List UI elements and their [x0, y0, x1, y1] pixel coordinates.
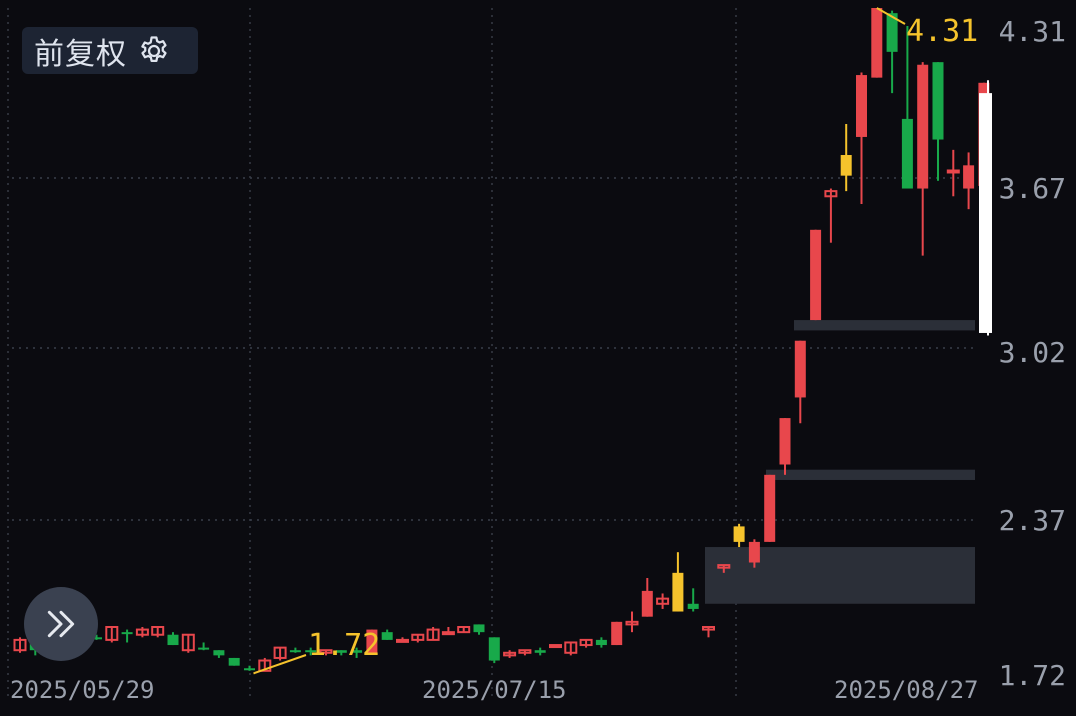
- y-tick-label: 3.02: [998, 336, 1066, 369]
- price-adjustment-label: 前复权: [34, 36, 127, 72]
- candle-body: [810, 229, 822, 321]
- candle-body: [717, 564, 731, 569]
- candle-body: [411, 633, 425, 641]
- candle-body: [733, 526, 745, 542]
- candle-body: [917, 64, 929, 189]
- candle-body: [289, 650, 301, 653]
- candle-body: [518, 649, 532, 654]
- candle-body: [549, 644, 562, 649]
- candle-body: [135, 628, 149, 636]
- candle-body: [611, 621, 623, 646]
- high-annotation: 4.31: [906, 14, 979, 49]
- candle-body: [351, 650, 363, 653]
- candle-body: [258, 659, 272, 672]
- candle-body: [273, 646, 287, 659]
- candle-body: [534, 650, 546, 653]
- candle-body: [932, 62, 944, 140]
- candle-body: [702, 625, 715, 631]
- double-chevron-right-icon: [47, 610, 75, 638]
- candle-body: [91, 637, 102, 640]
- price-adjustment-button[interactable]: 前复权: [22, 27, 198, 74]
- candle-body: [441, 631, 455, 636]
- candle-body: [824, 190, 838, 198]
- candle-body: [457, 625, 471, 634]
- candle-body: [886, 13, 898, 52]
- candle-body: [901, 118, 913, 189]
- low-annotation: 1.72: [308, 628, 381, 663]
- candle-body: [840, 155, 852, 176]
- candle-body: [151, 625, 165, 636]
- candle-body: [335, 650, 347, 653]
- x-tick-label: 2025/07/15: [422, 676, 567, 704]
- candle-body: [625, 620, 639, 626]
- candle-body: [121, 632, 133, 635]
- candle-body: [396, 638, 409, 643]
- candle-body: [871, 8, 883, 78]
- candle-body: [473, 624, 485, 633]
- candle-body: [641, 590, 653, 617]
- high-annotation-line: [876, 7, 906, 25]
- candle-body: [181, 633, 195, 652]
- price-zone-box: [766, 469, 975, 480]
- price-zone-box: [794, 320, 975, 331]
- candle-body: [579, 638, 593, 647]
- range-bar-body: [979, 93, 992, 333]
- candle-body: [319, 649, 333, 654]
- candle-body: [672, 572, 684, 612]
- candle-body: [198, 647, 210, 650]
- y-tick-label: 2.37: [998, 504, 1066, 537]
- candle-body: [105, 625, 119, 641]
- candle-body: [687, 603, 699, 609]
- candle-body: [794, 340, 806, 398]
- candle-body: [244, 668, 255, 671]
- candle-body: [381, 632, 393, 640]
- candle-body: [213, 650, 225, 656]
- candle-body: [305, 650, 317, 653]
- y-tick-label: 3.67: [998, 172, 1066, 205]
- candle-body: [856, 75, 867, 137]
- candle-body: [595, 639, 607, 646]
- y-tick-label: 4.31: [998, 15, 1066, 48]
- candle-body: [748, 541, 760, 563]
- candle-body: [503, 651, 517, 657]
- expand-button[interactable]: [24, 587, 98, 661]
- candle-body: [946, 169, 960, 174]
- candle-body: [564, 641, 578, 654]
- candle-body: [963, 165, 975, 189]
- candle-body: [167, 634, 179, 646]
- price-zone-box: [705, 547, 975, 604]
- candle-body: [366, 629, 378, 653]
- low-annotation-line: [253, 654, 307, 675]
- candle-body: [228, 657, 240, 666]
- candle-body: [779, 418, 791, 465]
- y-tick-label: 1.72: [998, 659, 1066, 692]
- candle-body: [488, 637, 500, 661]
- candle-body: [426, 628, 440, 641]
- candle-body: [656, 597, 670, 605]
- gear-icon[interactable]: [137, 34, 171, 68]
- candle-body: [764, 474, 776, 542]
- candle-body: [13, 638, 27, 652]
- x-tick-label: 2025/08/27: [834, 676, 979, 704]
- x-tick-label: 2025/05/29: [10, 676, 155, 704]
